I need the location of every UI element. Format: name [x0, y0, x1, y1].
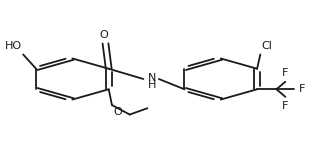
Text: Cl: Cl [261, 41, 272, 51]
Text: F: F [299, 84, 306, 94]
Text: O: O [99, 30, 108, 40]
Text: HO: HO [5, 41, 22, 51]
Text: F: F [282, 101, 288, 111]
Text: N: N [148, 73, 156, 83]
Text: F: F [282, 68, 288, 78]
Text: O: O [114, 107, 122, 117]
Text: H: H [148, 80, 156, 90]
